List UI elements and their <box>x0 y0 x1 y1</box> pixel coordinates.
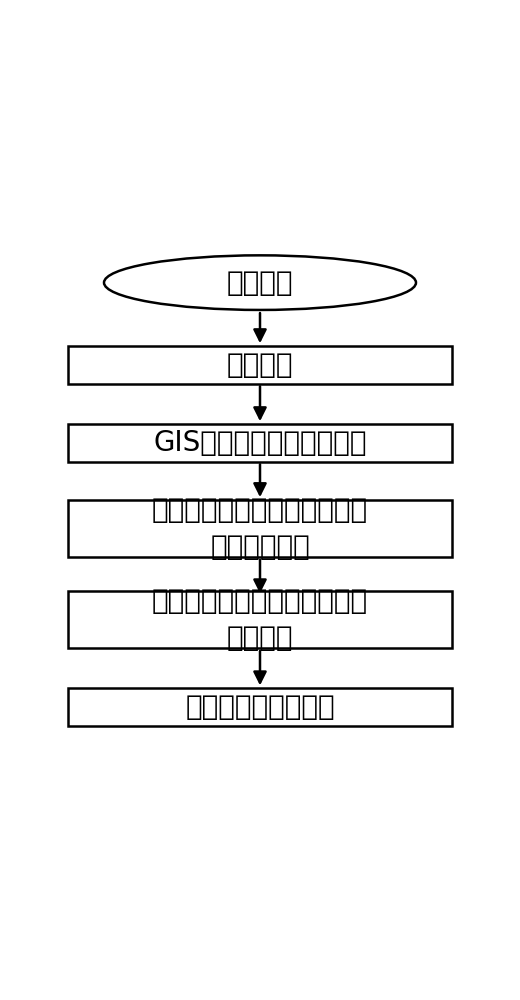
Bar <box>68 591 452 648</box>
Text: 计算火点与摄像机镜头中心之
间的直线距离: 计算火点与摄像机镜头中心之 间的直线距离 <box>152 496 368 561</box>
Text: 利用激光测距对火点定位进行
误差修正: 利用激光测距对火点定位进行 误差修正 <box>152 587 368 652</box>
Text: 火点检测: 火点检测 <box>227 269 293 297</box>
Text: GIS地图初步定位火点位置: GIS地图初步定位火点位置 <box>153 429 367 457</box>
Text: 火点居中: 火点居中 <box>227 351 293 379</box>
Bar <box>68 346 452 384</box>
Bar <box>68 424 452 462</box>
Bar <box>68 500 452 557</box>
Bar <box>68 688 452 726</box>
Text: 得到准确的火点位置: 得到准确的火点位置 <box>185 693 335 721</box>
